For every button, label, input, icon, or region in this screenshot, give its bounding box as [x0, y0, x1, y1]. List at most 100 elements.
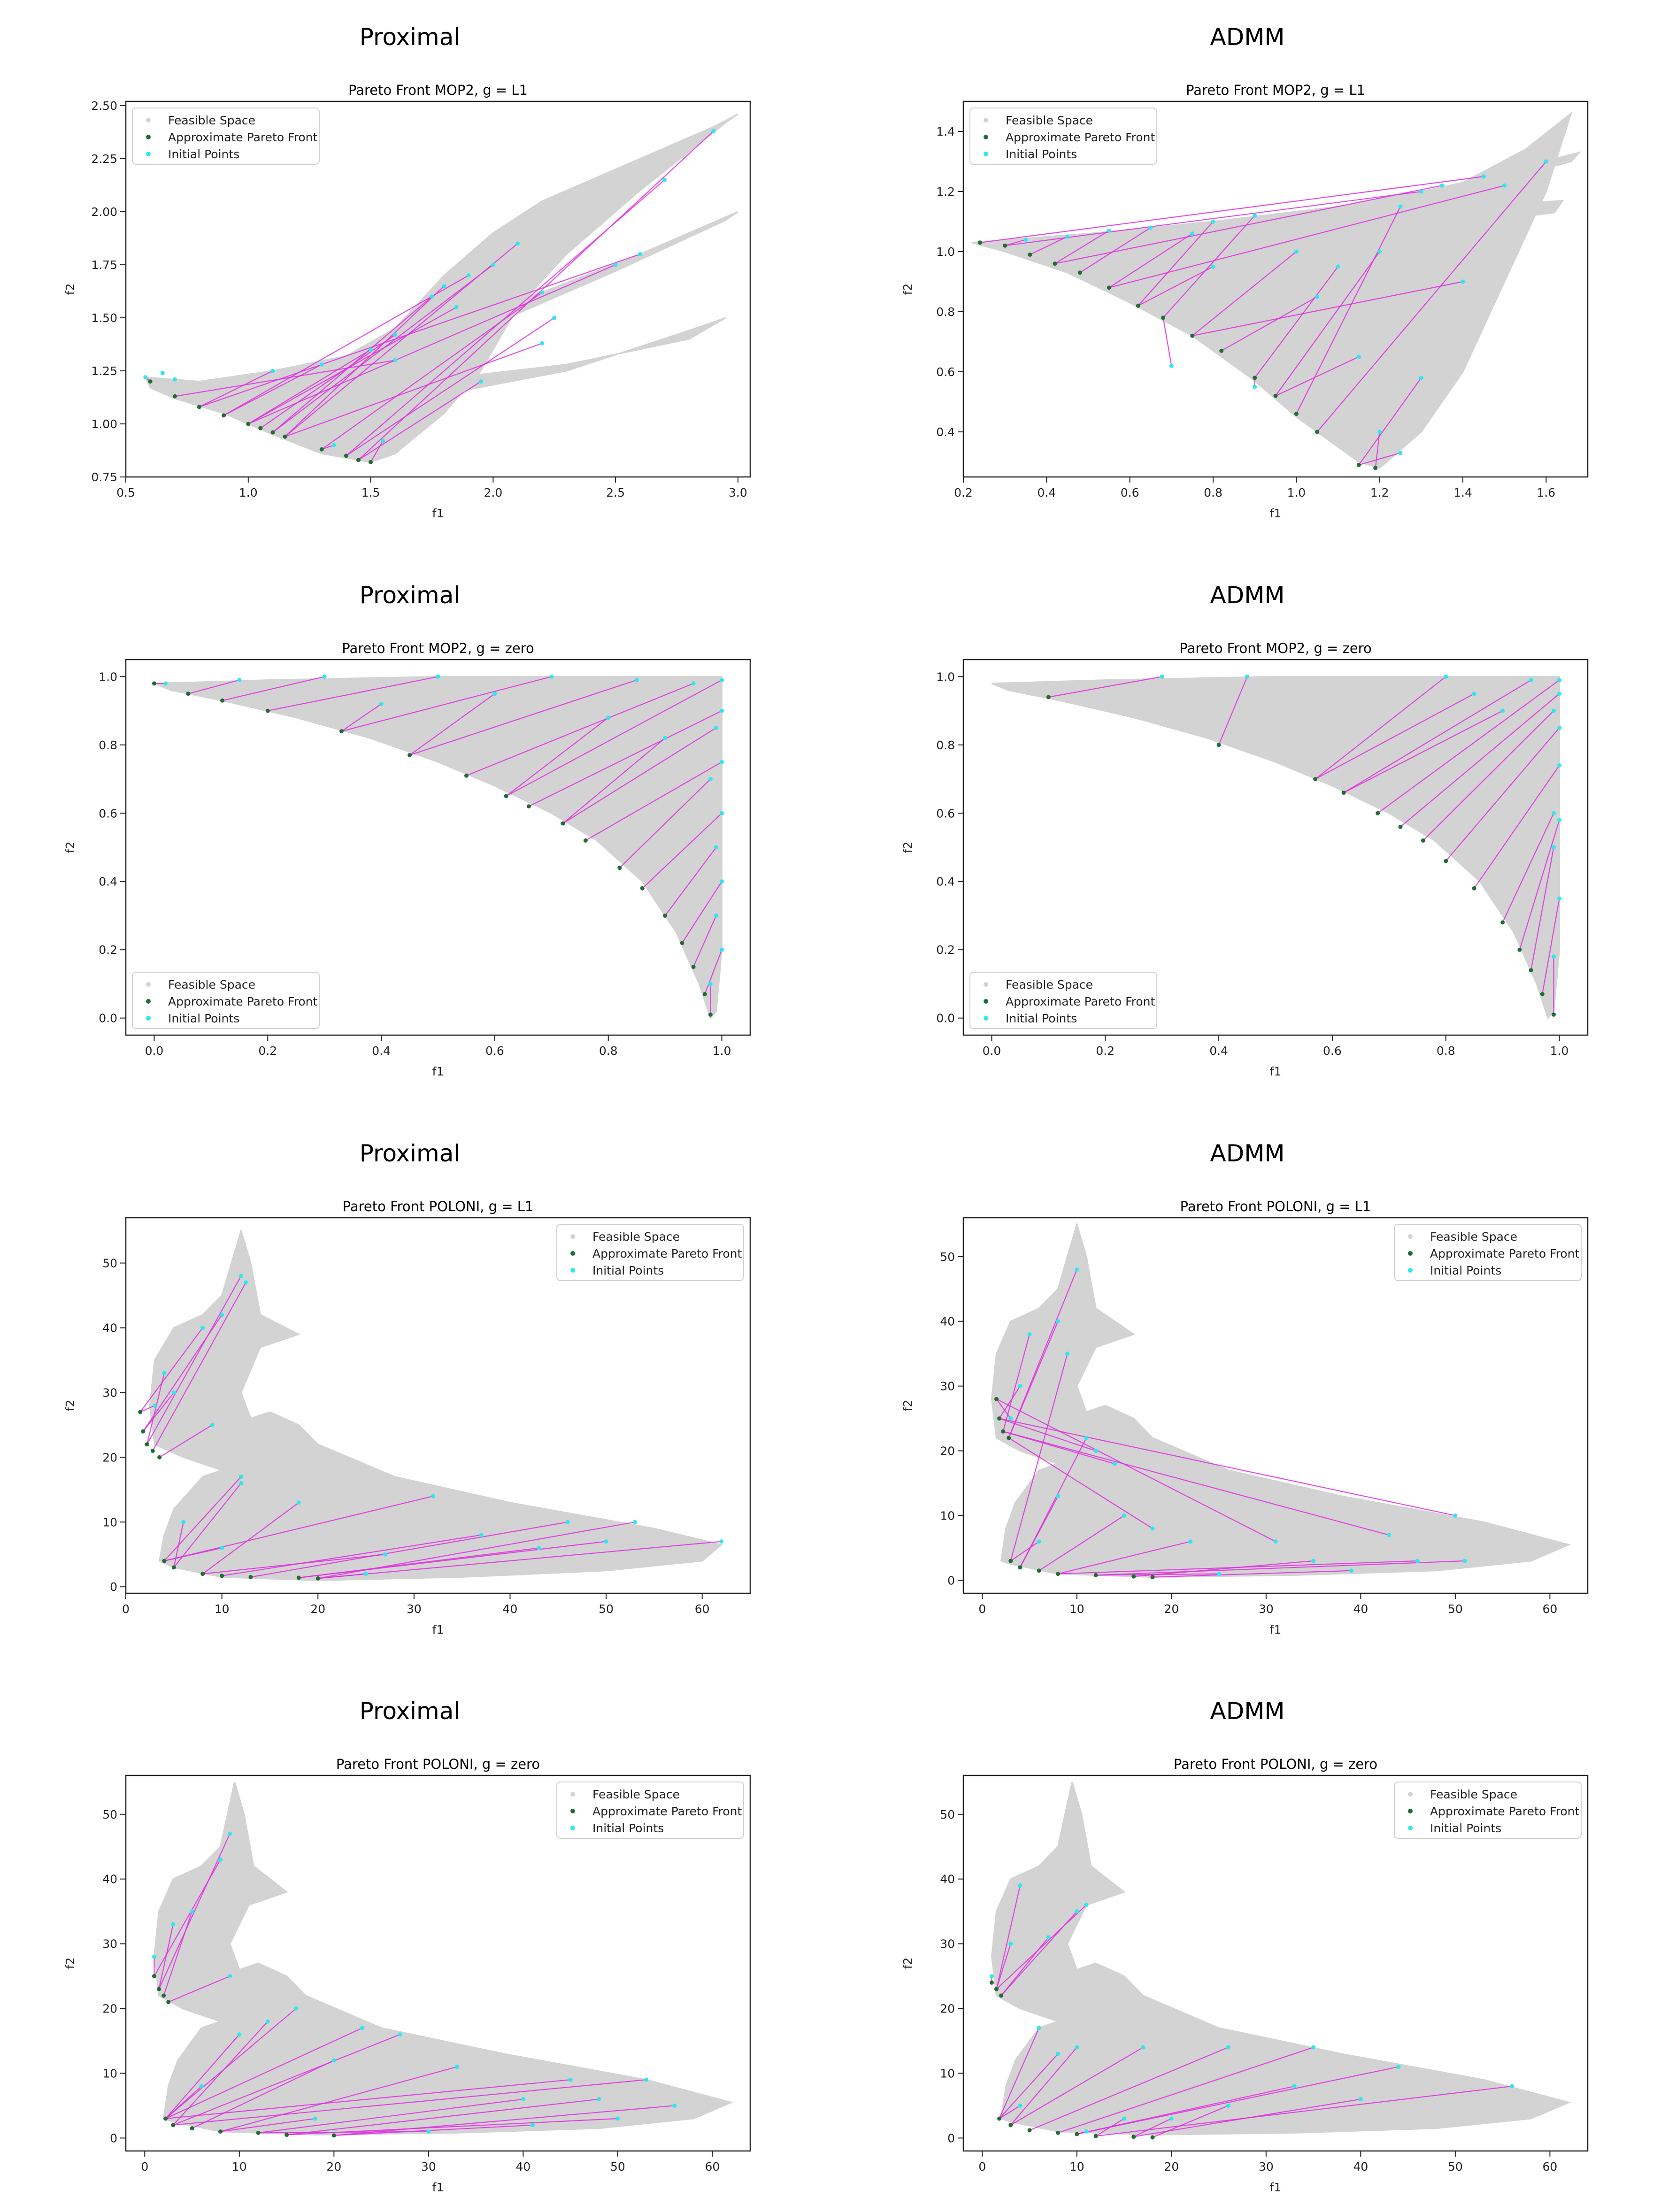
- path-line: [321, 292, 543, 450]
- chart-title: Pareto Front MOP2, g = zero: [342, 640, 534, 656]
- x-tick-label: 60: [1542, 1602, 1557, 1616]
- pareto-point: [284, 2133, 289, 2137]
- legend-label: Approximate Pareto Front: [1006, 995, 1155, 1008]
- y-tick-label: 0.2: [936, 943, 955, 957]
- pareto-point: [1027, 2128, 1032, 2133]
- path-line: [999, 2053, 1059, 2119]
- y-tick-label: 0.8: [936, 305, 955, 319]
- legend-marker: [146, 999, 151, 1004]
- path-line: [260, 334, 396, 429]
- path-line: [1400, 693, 1560, 828]
- pareto-point: [344, 453, 348, 458]
- path-line: [585, 761, 723, 841]
- x-axis-label: f1: [432, 1065, 444, 1078]
- y-tick-label: 0.6: [99, 806, 117, 820]
- path-line: [980, 176, 1484, 243]
- pareto-point: [171, 2123, 176, 2128]
- initial-point: [1211, 264, 1215, 269]
- pareto-point: [1273, 393, 1278, 398]
- path-line: [284, 285, 445, 437]
- path-line: [506, 679, 723, 797]
- pareto-point: [708, 1012, 713, 1017]
- initial-point: [1027, 1332, 1032, 1336]
- initial-point: [1188, 1539, 1193, 1544]
- legend-label: Initial Points: [592, 1264, 664, 1277]
- pareto-point: [369, 460, 373, 464]
- initial-point: [1065, 234, 1070, 239]
- initial-point: [1018, 2103, 1023, 2108]
- initial-point: [442, 284, 446, 288]
- legend-label: Feasible Space: [1006, 114, 1093, 127]
- path-line: [358, 131, 714, 461]
- pareto-point: [997, 2116, 1002, 2121]
- path-line: [999, 2028, 1040, 2119]
- x-tick-label: 1.5: [361, 486, 380, 499]
- legend-box: [556, 1782, 744, 1839]
- initial-point: [1023, 237, 1028, 242]
- y-axis-label: f2: [63, 1958, 77, 1969]
- legend-label: Feasible Space: [1006, 978, 1093, 991]
- path-line: [223, 364, 322, 416]
- x-tick-label: 50: [610, 2160, 625, 2174]
- initial-point: [1415, 1559, 1420, 1563]
- path-line: [1542, 898, 1560, 994]
- path-line: [1133, 2098, 1361, 2137]
- path-line: [139, 1327, 203, 1413]
- path-line: [999, 1386, 1021, 1419]
- path-line: [334, 2124, 533, 2136]
- initial-point: [720, 947, 724, 952]
- pareto-point: [1093, 2134, 1098, 2138]
- initial-point: [1112, 1461, 1117, 1466]
- initial-point: [239, 1475, 244, 1479]
- path-line: [1343, 679, 1531, 793]
- path-line: [318, 1541, 722, 1579]
- pareto-point: [220, 1574, 224, 1578]
- initial-point: [1148, 225, 1153, 230]
- initial-point: [1122, 1513, 1127, 1518]
- x-tick-label: 50: [1448, 1602, 1463, 1616]
- path-line: [704, 949, 723, 995]
- initial-point: [1557, 818, 1562, 822]
- initial-point: [1056, 1319, 1061, 1324]
- pareto-point: [258, 426, 263, 430]
- initial-point: [478, 379, 483, 384]
- path-line: [1048, 676, 1162, 698]
- pareto-point: [248, 1575, 253, 1580]
- plot-area: [971, 111, 1582, 470]
- y-tick-label: 0.6: [936, 365, 955, 379]
- y-tick-label: 1.0: [936, 245, 955, 259]
- y-tick-label: 40: [940, 1873, 955, 1886]
- y-tick-label: 1.2: [936, 185, 955, 199]
- initial-point: [634, 678, 639, 683]
- y-tick-label: 10: [102, 2066, 117, 2080]
- feasible-region: [991, 676, 1560, 1020]
- path-line: [999, 1418, 1096, 1452]
- path-line: [248, 264, 616, 425]
- x-tick-label: 0.6: [485, 1044, 504, 1058]
- y-axis-label: f2: [901, 842, 915, 853]
- legend-marker: [570, 1251, 575, 1256]
- path-line: [248, 307, 457, 424]
- x-tick-label: 30: [421, 2160, 436, 2174]
- y-tick-label: 1.0: [99, 670, 117, 684]
- initial-point: [1075, 1909, 1079, 1914]
- pareto-point: [1373, 466, 1378, 470]
- initial-point: [220, 1313, 224, 1317]
- legend-label: Approximate Pareto Front: [592, 1805, 742, 1818]
- pareto-point: [1219, 348, 1224, 353]
- path-line: [1054, 185, 1442, 264]
- pareto-point: [504, 794, 508, 799]
- path-line: [681, 881, 723, 944]
- x-tick-label: 60: [695, 1602, 710, 1616]
- pareto-point: [1003, 243, 1007, 248]
- path-line: [1054, 230, 1109, 264]
- path-line: [1519, 820, 1560, 950]
- initial-point: [1551, 708, 1556, 713]
- initial-point: [381, 438, 385, 443]
- initial-point: [711, 129, 716, 133]
- path-line: [222, 1534, 482, 1576]
- initial-point: [1396, 2065, 1401, 2069]
- legend-label: Initial Points: [1006, 147, 1077, 161]
- initial-point: [171, 1922, 176, 1927]
